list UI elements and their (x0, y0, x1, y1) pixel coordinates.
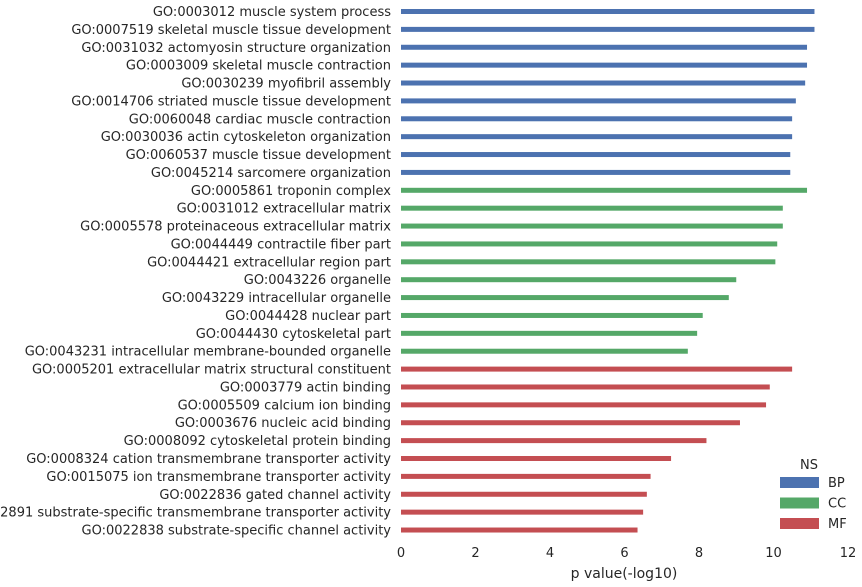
legend-swatch-cc (780, 497, 819, 509)
category-label: GO:0008324 cation transmembrane transpor… (26, 452, 391, 467)
category-label: GO:0022836 gated channel activity (159, 488, 391, 503)
category-label: GO:0043226 organelle (244, 273, 391, 288)
category-label: GO:0044428 nuclear part (225, 309, 391, 324)
x-tick-label: 2 (471, 546, 479, 561)
category-label: GO:0007519 skeletal muscle tissue develo… (71, 23, 391, 38)
category-label: GO:0005578 proteinaceous extracellular m… (80, 220, 391, 235)
category-label: GO:0043231 intracellular membrane-bounde… (25, 345, 391, 360)
bar-cc (401, 241, 778, 247)
bar-bp (401, 9, 815, 14)
x-tick-label: 4 (546, 546, 554, 561)
bar-bp (401, 152, 791, 158)
category-label: GO:0003009 skeletal muscle contraction (126, 59, 391, 74)
category-label: GO:0044430 cytoskeletal part (196, 327, 391, 342)
category-label: GO:0003012 muscle system process (153, 5, 391, 20)
category-label: GO:0022891 substrate-specific transmembr… (0, 506, 391, 521)
bar-mf (401, 456, 672, 461)
bar-cc (401, 277, 737, 283)
legend-label-cc: CC (828, 497, 846, 512)
bar-mf (401, 509, 644, 515)
x-axis-label: p value(-log10) (571, 566, 678, 582)
category-label: GO:0045214 sarcomere organization (151, 166, 391, 181)
bar-mf (401, 402, 767, 408)
x-tick-label: 12 (840, 546, 857, 561)
legend-label-bp: BP (828, 476, 845, 491)
category-label: GO:0003676 nucleic acid binding (175, 416, 391, 431)
bar-bp (401, 116, 793, 122)
legend-swatch-bp (780, 477, 819, 488)
category-label: GO:0030239 myofibril assembly (181, 77, 391, 92)
category-label: GO:0044421 extracellular region part (147, 255, 391, 270)
x-tick-label: 10 (765, 546, 782, 561)
bar-mf (401, 366, 793, 372)
bar-mf (401, 491, 647, 497)
bar-bp (401, 62, 808, 68)
bar-cc (401, 330, 698, 336)
category-label: GO:0014706 striated muscle tissue develo… (71, 94, 391, 109)
category-label: GO:0060048 cardiac muscle contraction (129, 112, 391, 127)
bar-mf (401, 473, 651, 479)
x-tick-label: 0 (397, 546, 405, 561)
bar-mf (401, 527, 638, 533)
x-axis-ticks: 0 2 4 6 8 10 12 (397, 546, 856, 561)
bar-bp (401, 44, 808, 50)
bar-cc (401, 205, 783, 211)
bar-mf (401, 420, 740, 426)
bar-mf (401, 384, 770, 390)
category-label: GO:0031032 actomyosin structure organiza… (81, 41, 391, 56)
x-tick-label: 8 (695, 546, 703, 561)
category-labels: GO:0003012 muscle system process GO:00075… (0, 5, 391, 539)
category-label: GO:0015075 ion transmembrane transporter… (46, 470, 391, 485)
legend-title: NS (800, 458, 818, 473)
bar-cc (401, 348, 688, 354)
x-tick-label: 6 (620, 546, 628, 561)
category-label: GO:0030036 actin cytoskeleton organizati… (101, 130, 391, 145)
legend-label-mf: MF (828, 517, 847, 532)
bars-layer (401, 9, 815, 533)
bar-cc (401, 223, 783, 229)
category-label: GO:0043229 intracellular organelle (162, 291, 391, 306)
category-label: GO:0005201 extracellular matrix structur… (32, 363, 391, 378)
category-label: GO:0008092 cytoskeletal protein binding (124, 434, 391, 449)
category-label: GO:0022838 substrate-specific channel ac… (82, 524, 392, 539)
bar-mf (401, 438, 707, 444)
legend: NS BP CC MF (780, 458, 847, 532)
bar-bp (401, 169, 791, 175)
category-label: GO:0005509 calcium ion binding (178, 398, 391, 413)
bar-bp (401, 98, 796, 104)
bar-cc (401, 312, 703, 318)
category-label: GO:0060537 muscle tissue development (126, 148, 391, 163)
legend-swatch-mf (780, 518, 819, 529)
bar-bp (401, 80, 806, 86)
bar-cc (401, 187, 808, 193)
bar-cc (401, 259, 776, 265)
category-label: GO:0031012 extracellular matrix (177, 202, 392, 217)
legend-entries: BP CC MF (780, 476, 847, 532)
category-label: GO:0044449 contractile fiber part (171, 237, 391, 252)
category-label: GO:0003779 actin binding (220, 380, 391, 395)
bar-cc (401, 295, 729, 301)
bar-bp (401, 26, 815, 32)
bar-bp (401, 134, 793, 140)
category-label: GO:0005861 troponin complex (191, 184, 391, 199)
